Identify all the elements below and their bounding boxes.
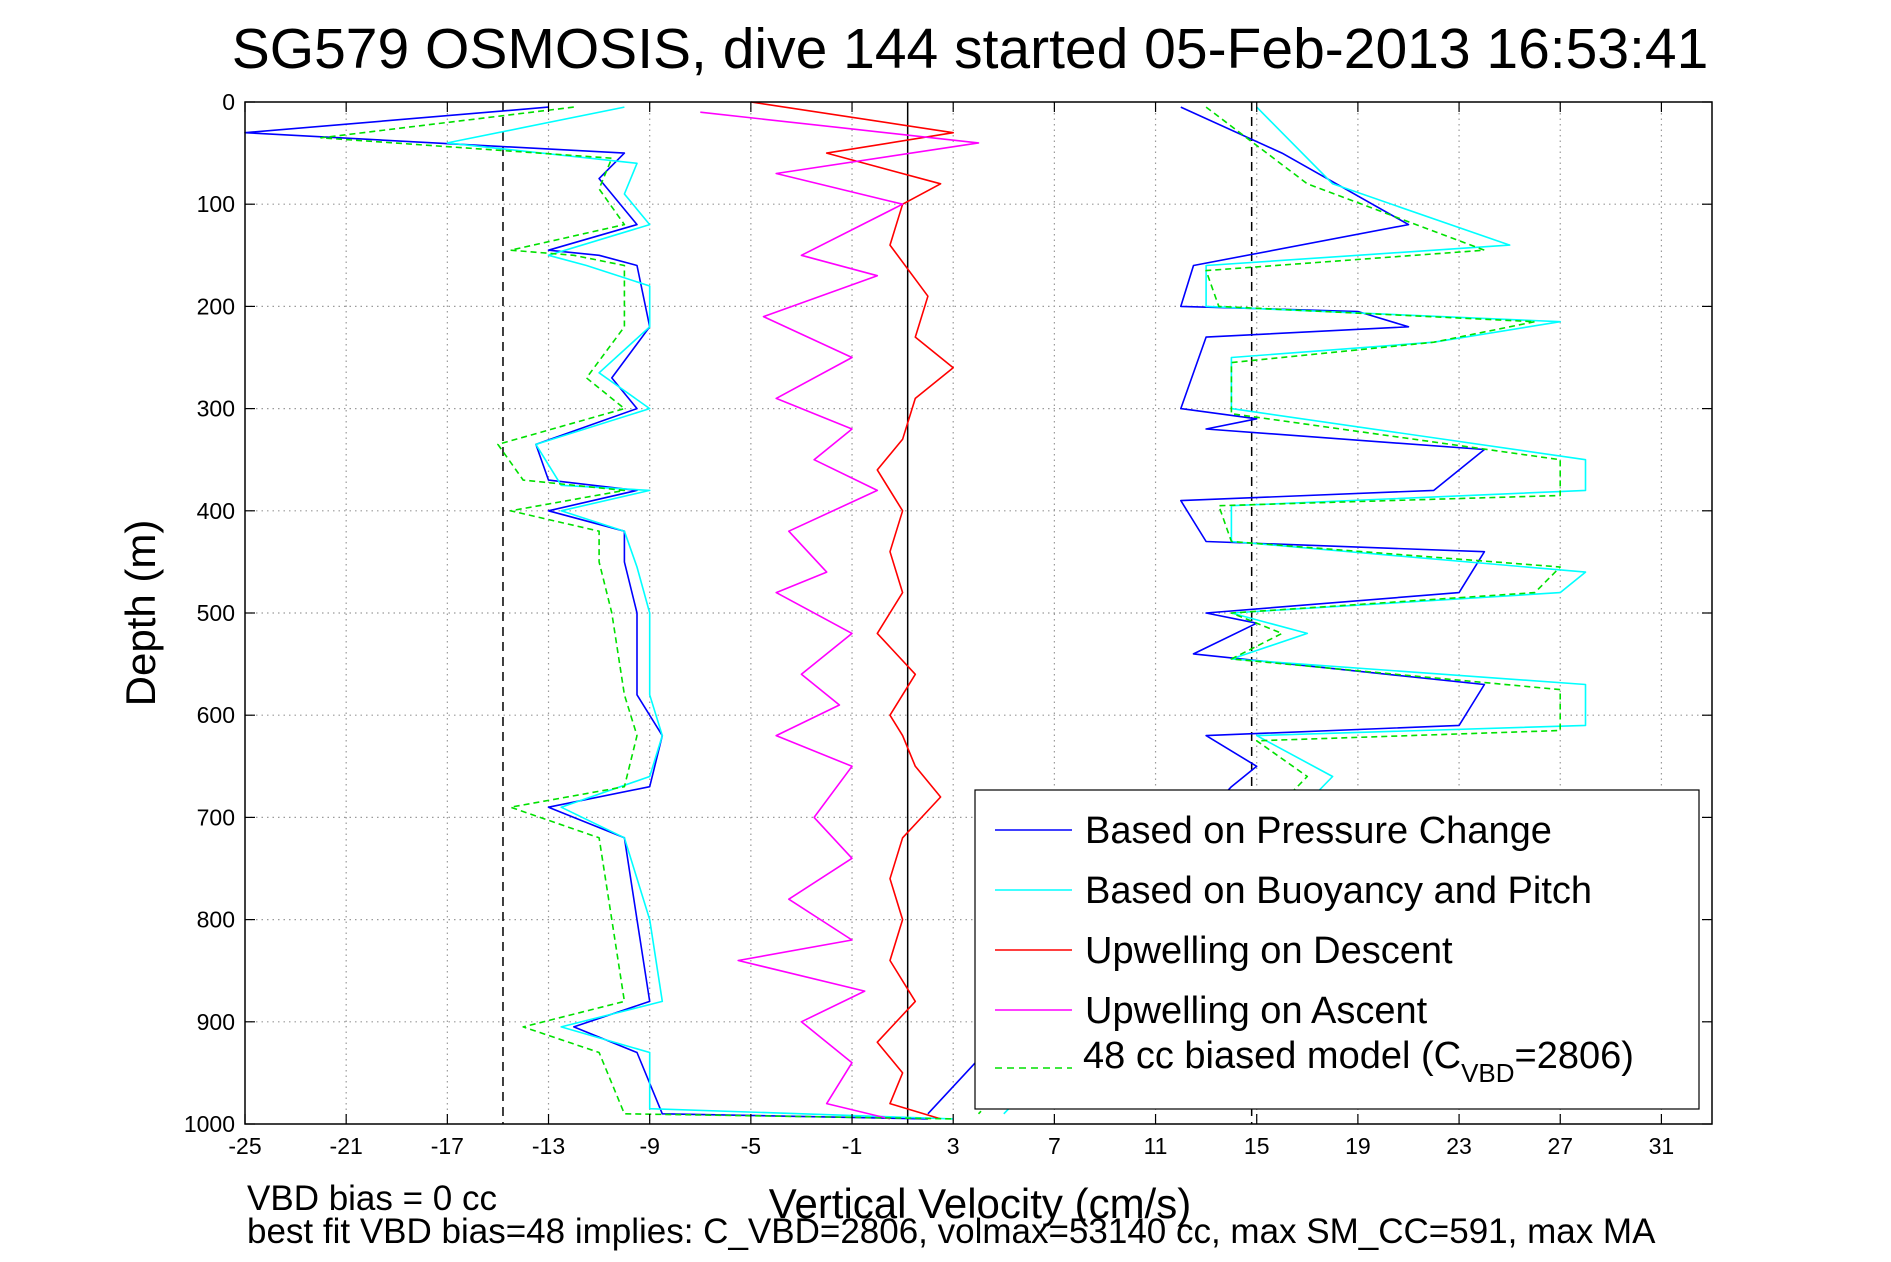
legend-label-1: Based on Pressure Change — [1085, 810, 1552, 852]
y-tick-label: 600 — [197, 702, 235, 728]
x-tick-label: -13 — [532, 1133, 565, 1159]
x-tick-label: 7 — [1048, 1133, 1061, 1159]
data-series — [244, 101, 1587, 1120]
x-tick-label: 27 — [1547, 1133, 1573, 1159]
y-tick-label: 800 — [197, 907, 235, 933]
y-tick-label: 700 — [197, 804, 235, 830]
x-tick-label: 3 — [947, 1133, 960, 1159]
legend-items: Based on Pressure Change Based on Buoyanc… — [995, 810, 1592, 1032]
x-tick-label: -21 — [330, 1133, 363, 1159]
legend-box — [974, 789, 1700, 1110]
footer-line-2: best fit VBD bias=48 implies: C_VBD=2806… — [247, 1212, 1656, 1251]
y-tick-label: 200 — [197, 293, 235, 319]
y-tick-label: 0 — [222, 89, 235, 115]
y-tick-label: 100 — [197, 191, 235, 217]
x-tick-label: -5 — [741, 1133, 761, 1159]
y-tick-label: 900 — [197, 1009, 235, 1035]
y-tick-label: 300 — [197, 396, 235, 422]
chart-title: SG579 OSMOSIS, dive 144 started 05-Feb-2… — [232, 17, 1709, 81]
y-tick-label: 500 — [197, 600, 235, 626]
series-line-5 — [977, 106, 1561, 1115]
x-tick-label: 15 — [1244, 1133, 1270, 1159]
reference-lines — [502, 102, 1253, 1124]
x-axis-ticks: -25 -21 -17 -13 -9 -5 -1 3 7 11 15 19 23 27 31 — [228, 102, 1674, 1159]
series-line-2 — [446, 106, 954, 1120]
x-axis-label: Vertical Velocity (cm/s) — [769, 1180, 1191, 1227]
x-tick-label: -1 — [842, 1133, 862, 1159]
x-tick-label: 19 — [1345, 1133, 1371, 1159]
series-line-3 — [750, 101, 955, 1120]
series-line-1 — [244, 106, 928, 1120]
footer-line-1: VBD bias = 0 cc — [247, 1179, 497, 1218]
x-tick-label: -17 — [431, 1133, 464, 1159]
x-tick-label: 23 — [1446, 1133, 1472, 1159]
series-line-4 — [700, 111, 980, 1120]
legend-label-3: Upwelling on Descent — [1085, 930, 1453, 972]
x-tick-label: 31 — [1649, 1133, 1675, 1159]
x-tick-label: -25 — [228, 1133, 261, 1159]
legend-label-2: Based on Buoyancy and Pitch — [1085, 870, 1592, 912]
y-axis-ticks: 0 100 200 300 400 500 600 700 800 900 1000 — [184, 89, 1712, 1137]
x-tick-label: 11 — [1144, 1133, 1168, 1159]
legend-label-model: 48 cc biased model (CVBD=2806) — [1083, 1035, 1634, 1088]
legend: Based on Pressure Change Based on Buoyanc… — [974, 789, 1700, 1110]
legend-label-4: Upwelling on Ascent — [1085, 990, 1428, 1032]
x-tick-label: -9 — [639, 1133, 659, 1159]
series-line-5 — [320, 106, 954, 1120]
y-tick-label: 400 — [197, 498, 235, 524]
y-axis-label: Depth (m) — [117, 520, 164, 707]
y-tick-label: 1000 — [184, 1111, 235, 1137]
